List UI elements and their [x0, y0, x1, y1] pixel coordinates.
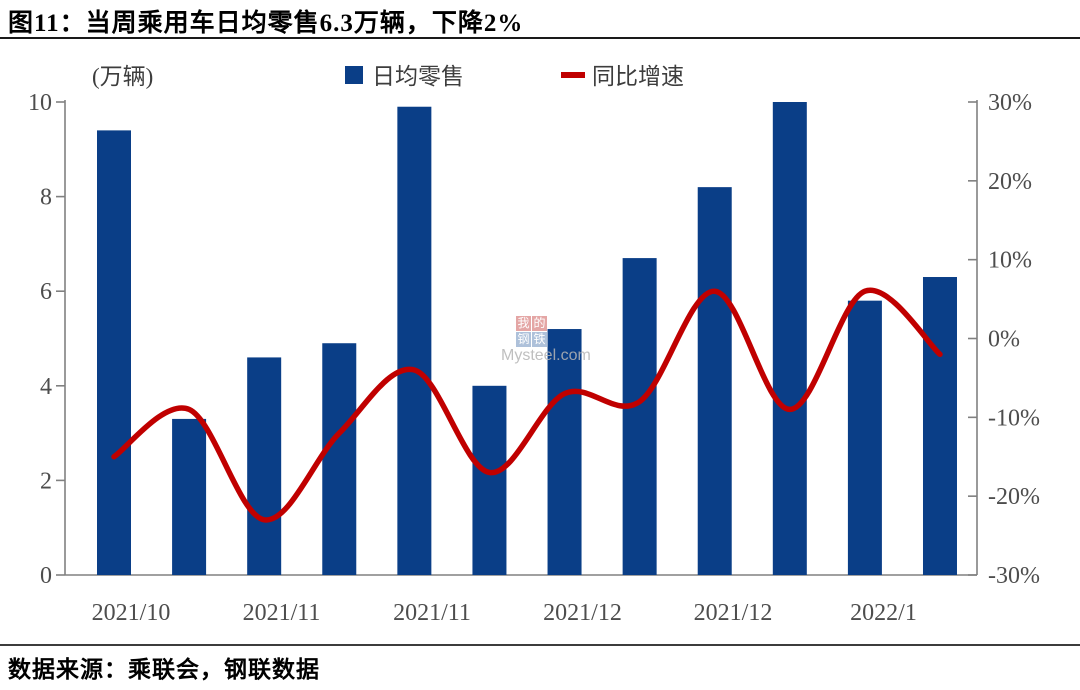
right-axis-tick-label: -10% [988, 405, 1040, 431]
bar [247, 357, 282, 575]
left-axis-tick-label: 10 [28, 90, 52, 116]
legend-item-line-label: 同比增速 [592, 64, 684, 89]
line-legend-swatch-icon [561, 72, 585, 78]
left-axis-tick-label: 8 [40, 185, 52, 211]
x-axis-tick-label: 2021/10 [92, 600, 171, 626]
right-axis-tick-label: -20% [988, 484, 1040, 510]
x-axis-tick-label: 2021/12 [543, 600, 622, 626]
right-axis-tick-label: 10% [988, 248, 1032, 274]
watermark-logo: 我 的 钢 铁 [516, 316, 596, 348]
x-axis-tick-label: 2021/12 [694, 600, 773, 626]
title-divider [0, 37, 1080, 39]
x-axis-tick-label: 2022/1 [850, 600, 917, 626]
bar [622, 258, 657, 575]
left-axis-tick-label: 4 [40, 374, 52, 400]
left-axis-tick-label: 2 [40, 468, 52, 494]
bar [547, 329, 582, 575]
watermark-char: 钢 [516, 332, 531, 347]
legend-item-bars-label: 日均零售 [372, 64, 464, 89]
x-axis-tick-label: 2021/11 [243, 600, 321, 626]
bar [322, 343, 357, 575]
trend-line [111, 287, 943, 523]
x-axis-tick-label: 2021/11 [393, 600, 471, 626]
bar [172, 418, 207, 575]
bar [772, 102, 807, 575]
bar [97, 130, 131, 575]
watermark-char: 铁 [532, 332, 547, 347]
bar-legend-swatch-icon [345, 66, 363, 84]
watermark-text: Mysteel.com [501, 347, 591, 364]
bar [472, 385, 507, 575]
bar [397, 106, 432, 575]
watermark-char: 我 [516, 316, 531, 331]
bar [847, 300, 882, 575]
watermark-char: 的 [532, 316, 547, 331]
left-axis-tick-label: 0 [40, 563, 52, 589]
bar [922, 277, 957, 575]
left-axis-tick-label: 6 [40, 279, 52, 305]
right-axis-tick-label: 30% [988, 90, 1032, 116]
right-axis-tick-label: 0% [988, 327, 1020, 353]
right-axis-tick-label: -30% [988, 563, 1040, 589]
source-divider [0, 644, 1080, 646]
bar [697, 187, 732, 575]
page-title: 图11：当周乘用车日均零售6.3万辆，下降2% [8, 10, 524, 37]
left-axis-unit-label: (万辆) [92, 64, 154, 89]
right-axis-tick-label: 20% [988, 169, 1032, 195]
data-source-text: 数据来源：乘联会，钢联数据 [8, 657, 320, 682]
